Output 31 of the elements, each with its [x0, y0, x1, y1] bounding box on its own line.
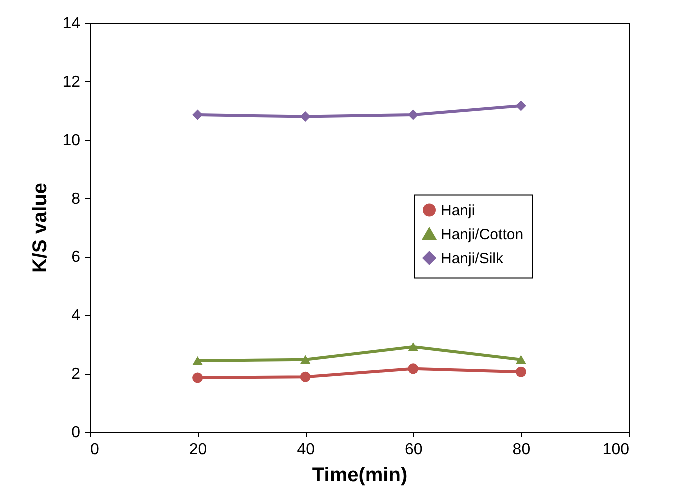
point	[516, 355, 526, 364]
y-tick-label: 4	[72, 308, 81, 325]
legend-label: Hanji/Silk	[441, 250, 504, 268]
x-tick-label: 100	[602, 442, 630, 458]
x-tick-label: 80	[512, 442, 531, 458]
point	[192, 372, 204, 384]
x-tick-label: 20	[189, 442, 208, 458]
point	[300, 355, 311, 364]
point	[300, 372, 311, 382]
point	[192, 110, 204, 120]
y-tick-label: 14	[62, 16, 81, 32]
point	[516, 366, 526, 378]
x-tick-label: 40	[297, 442, 316, 458]
point	[408, 342, 419, 352]
x-tick-label: 0	[90, 442, 100, 458]
point	[408, 364, 419, 374]
point	[408, 110, 419, 120]
legend-label: Hanji	[441, 202, 476, 220]
y-tick-label: 2	[72, 366, 81, 384]
x-axis-title: Time(min)	[312, 464, 408, 486]
y-tick-label: 8	[72, 190, 81, 208]
y-tick-label: 10	[62, 132, 81, 150]
x-tick-label: 60	[405, 442, 423, 458]
point	[192, 356, 204, 366]
y-axis-title: K/S value	[30, 182, 52, 274]
point	[300, 112, 311, 122]
y-tick-label: 6	[72, 249, 81, 266]
point	[516, 100, 526, 112]
y-tick-label: 0	[72, 424, 81, 442]
legend-label: Hanji/Cotton	[441, 226, 524, 244]
y-tick-label: 12	[62, 74, 81, 91]
